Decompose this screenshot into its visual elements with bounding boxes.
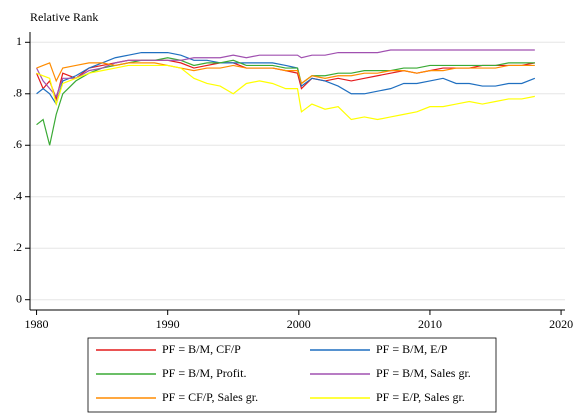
- y-tick-label: .2: [13, 240, 22, 254]
- x-tick-label: 2020: [549, 317, 573, 331]
- y-axis-label: Relative Rank: [30, 10, 98, 24]
- legend-label: PF = B/M, CF/P: [162, 342, 241, 356]
- legend-label: PF = B/M, E/P: [376, 342, 448, 356]
- line-series: [36, 51, 536, 106]
- legend-label: PF = E/P, Sales gr.: [376, 390, 465, 404]
- y-tick-label: .6: [13, 137, 22, 151]
- y-tick-label: .4: [13, 188, 22, 202]
- line-series: [36, 49, 535, 98]
- x-tick-label: 2000: [287, 317, 311, 331]
- legend-label: PF = CF/P, Sales gr.: [162, 390, 258, 404]
- legend-label: PF = B/M, Sales gr.: [376, 366, 471, 380]
- y-tick-label: 0: [16, 291, 22, 305]
- x-tick-label: 2010: [418, 317, 442, 331]
- x-tick-label: 1980: [25, 317, 49, 331]
- x-tick-label: 1990: [156, 317, 180, 331]
- line-series: [36, 64, 535, 121]
- line-series: [36, 62, 535, 85]
- y-tick-label: .8: [13, 86, 22, 100]
- legend-label: PF = B/M, Profit.: [162, 366, 246, 380]
- y-tick-label: 1: [16, 34, 22, 48]
